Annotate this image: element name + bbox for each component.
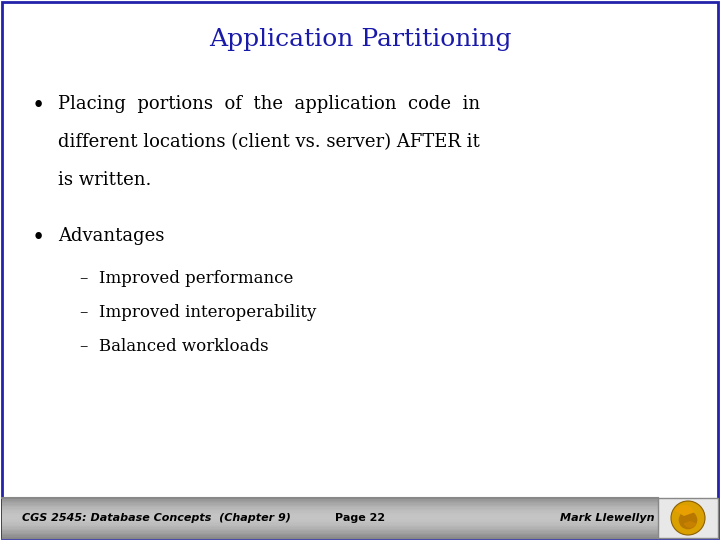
Bar bbox=[2, 515, 658, 517]
Circle shape bbox=[679, 511, 698, 529]
Bar bbox=[2, 502, 658, 503]
Text: CGS 2545: Database Concepts  (Chapter 9): CGS 2545: Database Concepts (Chapter 9) bbox=[22, 513, 291, 523]
Bar bbox=[2, 514, 658, 515]
Bar bbox=[2, 508, 658, 509]
Bar bbox=[2, 526, 658, 528]
Bar bbox=[2, 511, 658, 512]
Text: –  Balanced workloads: – Balanced workloads bbox=[80, 338, 269, 355]
Bar bbox=[2, 498, 658, 500]
Text: –  Improved performance: – Improved performance bbox=[80, 270, 293, 287]
Text: •: • bbox=[32, 227, 45, 249]
Bar bbox=[2, 530, 658, 531]
Text: Page 22: Page 22 bbox=[335, 513, 385, 523]
Bar bbox=[2, 529, 658, 530]
Text: is written.: is written. bbox=[58, 171, 151, 189]
Bar bbox=[2, 503, 658, 505]
Bar bbox=[2, 501, 658, 502]
Bar bbox=[2, 500, 658, 501]
Bar bbox=[2, 518, 658, 519]
Bar bbox=[2, 519, 658, 521]
Text: Advantages: Advantages bbox=[58, 227, 164, 245]
Bar bbox=[2, 522, 658, 523]
Bar bbox=[2, 535, 658, 537]
Bar bbox=[2, 525, 658, 526]
Bar bbox=[2, 534, 658, 535]
Bar bbox=[2, 510, 658, 511]
Text: different locations (client vs. server) AFTER it: different locations (client vs. server) … bbox=[58, 133, 480, 151]
Bar bbox=[2, 528, 658, 529]
Bar bbox=[2, 506, 658, 508]
Text: •: • bbox=[32, 95, 45, 117]
Text: –  Improved interoperability: – Improved interoperability bbox=[80, 304, 316, 321]
Bar bbox=[2, 509, 658, 510]
Bar bbox=[658, 498, 718, 538]
Bar bbox=[2, 517, 658, 518]
Text: Mark Llewellyn: Mark Llewellyn bbox=[560, 513, 654, 523]
Circle shape bbox=[671, 501, 705, 535]
Bar bbox=[2, 523, 658, 525]
Bar bbox=[2, 532, 658, 534]
Wedge shape bbox=[683, 521, 696, 528]
Bar bbox=[2, 505, 658, 506]
Text: Application Partitioning: Application Partitioning bbox=[209, 28, 511, 51]
Bar bbox=[2, 531, 658, 532]
Bar bbox=[2, 521, 658, 522]
Wedge shape bbox=[675, 505, 694, 516]
Bar bbox=[2, 537, 658, 538]
Text: Placing  portions  of  the  application  code  in: Placing portions of the application code… bbox=[58, 95, 480, 113]
Bar bbox=[2, 512, 658, 514]
